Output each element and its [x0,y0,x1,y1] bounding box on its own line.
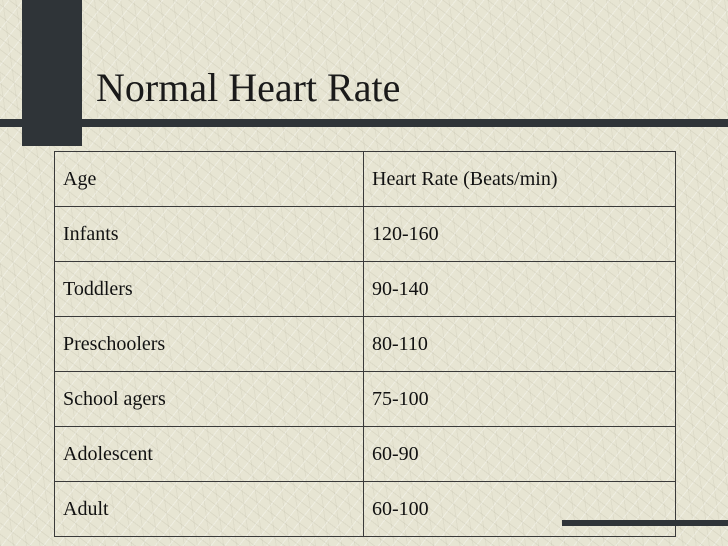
age-cell: School agers [54,371,364,427]
page-title: Normal Heart Rate [96,65,401,110]
table-row: Adolescent 60-90 [54,426,676,482]
header-age: Age [54,151,364,207]
age-cell: Infants [54,206,364,262]
footer-accent-bar [562,520,728,526]
table-row: Toddlers 90-140 [54,261,676,317]
age-cell: Preschoolers [54,316,364,372]
heart-rate-cell: 60-100 [363,481,676,537]
heart-rate-cell: 60-90 [363,426,676,482]
age-cell: Toddlers [54,261,364,317]
age-cell: Adult [54,481,364,537]
header-heart-rate: Heart Rate (Beats/min) [363,151,676,207]
table-row: Adult 60-100 [54,481,676,537]
title-divider [0,119,728,127]
heart-rate-cell: 80-110 [363,316,676,372]
heart-rate-cell: 90-140 [363,261,676,317]
heart-rate-cell: 75-100 [363,371,676,427]
table-row: Infants 120-160 [54,206,676,262]
table-row: School agers 75-100 [54,371,676,427]
table-row: Preschoolers 80-110 [54,316,676,372]
table-header-row: Age Heart Rate (Beats/min) [54,151,676,207]
age-cell: Adolescent [54,426,364,482]
heart-rate-cell: 120-160 [363,206,676,262]
heart-rate-table: Age Heart Rate (Beats/min) Infants 120-1… [54,151,676,537]
